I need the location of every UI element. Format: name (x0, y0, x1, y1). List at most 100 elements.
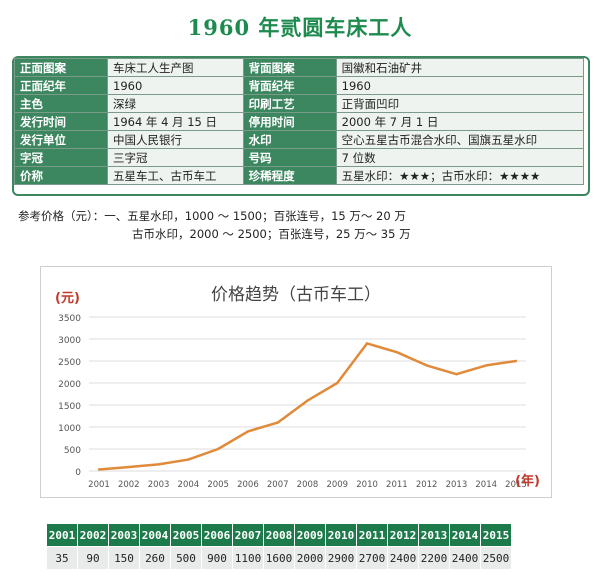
x-tick-label: 2008 (297, 480, 319, 490)
x-tick-label: 2004 (178, 480, 200, 490)
x-tick-label: 2003 (148, 480, 170, 490)
data-point (187, 458, 190, 461)
price-table-year: 2013 (418, 523, 450, 547)
x-tick-label: 2012 (416, 480, 438, 490)
price-table-year: 2014 (449, 523, 481, 547)
info-key: 印刷工艺 (242, 94, 337, 113)
price-table-price: 260 (139, 546, 171, 570)
info-value: 五星车工、古币车工 (107, 166, 244, 185)
info-key: 背面纪年 (242, 76, 337, 95)
x-tick-label: 2009 (326, 480, 348, 490)
series-line (98, 342, 517, 471)
info-row: 发行时间 1964 年 4 月 15 日停用时间 2000 年 7 月 1 日 (14, 112, 585, 131)
info-value: 2000 年 7 月 1 日 (335, 112, 585, 131)
price-table-price: 2000 (294, 546, 326, 570)
x-tick-label: 2002 (118, 480, 140, 490)
price-table-year: 2003 (108, 523, 140, 547)
info-key: 正面纪年 (14, 76, 108, 95)
price-table-year: 2012 (387, 523, 419, 547)
price-table-price: 1100 (232, 546, 264, 570)
info-value: 1960 (335, 76, 585, 95)
y-tick-label: 3000 (58, 336, 81, 346)
info-value: 1964 年 4 月 15 日 (107, 112, 244, 131)
price-table-price: 2700 (356, 546, 388, 570)
reference-line-1: 参考价格（元）：一、五星水印，1000 ～ 1500；百张连号，15 万～ 20… (18, 209, 406, 223)
info-row: 字冠 三字冠 号码 7 位数 (14, 148, 585, 167)
info-row: 正面图案 车床工人生产图 背面图案 国徽和石油矿井 (14, 58, 585, 77)
info-value: 1960 (107, 76, 244, 95)
price-table-price: 150 (108, 546, 140, 570)
price-table-price: 2400 (449, 546, 481, 570)
y-tick-label: 1500 (58, 402, 81, 412)
chart-title: 价格趋势（古币车工） (211, 285, 381, 305)
y-tick-label: 2000 (58, 380, 81, 390)
x-tick-label: 2014 (475, 480, 497, 490)
x-tick-label: 2010 (356, 480, 378, 490)
price-table-price: 35 (46, 546, 78, 570)
info-value: 深绿 (107, 94, 244, 113)
data-point (97, 468, 101, 471)
info-key: 背面图案 (242, 58, 337, 77)
info-value: 车床工人生产图 (107, 58, 244, 77)
info-value: 正背面凹印 (335, 94, 585, 113)
info-value: 五星水印：★★★；古币水印：★★★★ (335, 166, 585, 185)
info-row: 正面纪年 1960 背面纪年 1960 (14, 76, 585, 95)
price-table-price: 900 (201, 546, 233, 570)
info-key: 停用时间 (242, 112, 337, 131)
data-point (157, 463, 160, 466)
data-point (216, 447, 220, 451)
info-row: 发行单位 中国人民银行 水印 空心五星古币混合水印、国旗五星水印 (14, 130, 585, 149)
info-key: 号码 (242, 148, 337, 167)
data-point (365, 342, 369, 345)
y-tick-label: 1000 (58, 424, 81, 434)
data-point (127, 465, 130, 469)
x-tick-label: 2007 (267, 480, 289, 490)
data-point (485, 364, 488, 367)
price-table-year: 2001 (46, 523, 78, 547)
data-point (246, 430, 250, 433)
info-value: 国徽和石油矿井 (335, 58, 585, 77)
info-key: 发行单位 (14, 130, 108, 149)
info-key: 珍稀程度 (242, 166, 337, 185)
data-point (306, 399, 309, 402)
price-table-price: 500 (170, 546, 202, 570)
info-key: 发行时间 (14, 112, 108, 131)
y-tick-label: 0 (75, 468, 81, 478)
price-trend-chart: 0 500 1000 1500 2000 2500 3000 3500 2001 2002 2003… (55, 285, 540, 490)
y-tick-label: 500 (64, 446, 81, 456)
info-key: 正面图案 (14, 58, 108, 77)
reference-line-2: 古币水印，2000 ～ 2500；百张连号，25 万～ 35 万 (132, 227, 411, 241)
price-table-price: 90 (77, 546, 109, 570)
x-axis-label: (年) (515, 473, 540, 489)
data-point (514, 359, 518, 363)
price-table-year: 2008 (263, 523, 295, 547)
price-table: 2001 2002 2003 2004 2005 2006 2007 2008 2009 2010… (46, 523, 512, 570)
x-tick-label: 2015 (505, 480, 527, 490)
info-value: 7 位数 (335, 148, 585, 167)
data-point (336, 381, 339, 385)
price-table-price: 2500 (480, 546, 512, 570)
chart-frame: 0 500 1000 1500 2000 2500 3000 3500 2001 2002 2003… (40, 266, 552, 498)
info-row: 价称 五星车工、古币车工 珍稀程度 五星水印：★★★；古币水印：★★★★ (14, 166, 585, 185)
price-table-year: 2010 (325, 523, 357, 547)
info-key: 字冠 (14, 148, 108, 167)
price-table-price-row: 35 90 150 260 500 900 1100 1600 2000 2900 2700 2400… (46, 546, 512, 570)
price-table-price: 2900 (325, 546, 357, 570)
x-tick-label: 2001 (88, 480, 110, 490)
y-tick-label: 2500 (58, 358, 81, 368)
price-table-year: 2007 (232, 523, 264, 547)
reference-price: 参考价格（元）：一、五星水印，1000 ～ 1500；百张连号，15 万～ 20… (18, 207, 411, 243)
y-tick-label: 3500 (58, 314, 81, 324)
price-table-year-row: 2001 2002 2003 2004 2005 2006 2007 2008 2009 2010… (46, 523, 512, 547)
info-value: 空心五星古币混合水印、国旗五星水印 (335, 130, 585, 149)
data-point (425, 364, 428, 367)
price-table-price: 1600 (263, 546, 295, 570)
x-tick-label: 2011 (386, 480, 408, 490)
info-key: 价称 (14, 166, 108, 185)
price-table-price: 2200 (418, 546, 450, 570)
info-key: 主色 (14, 94, 108, 113)
price-table-year: 2011 (356, 523, 388, 547)
y-axis-label: (元) (55, 291, 80, 306)
data-point (395, 351, 399, 354)
price-table-year: 2005 (170, 523, 202, 547)
